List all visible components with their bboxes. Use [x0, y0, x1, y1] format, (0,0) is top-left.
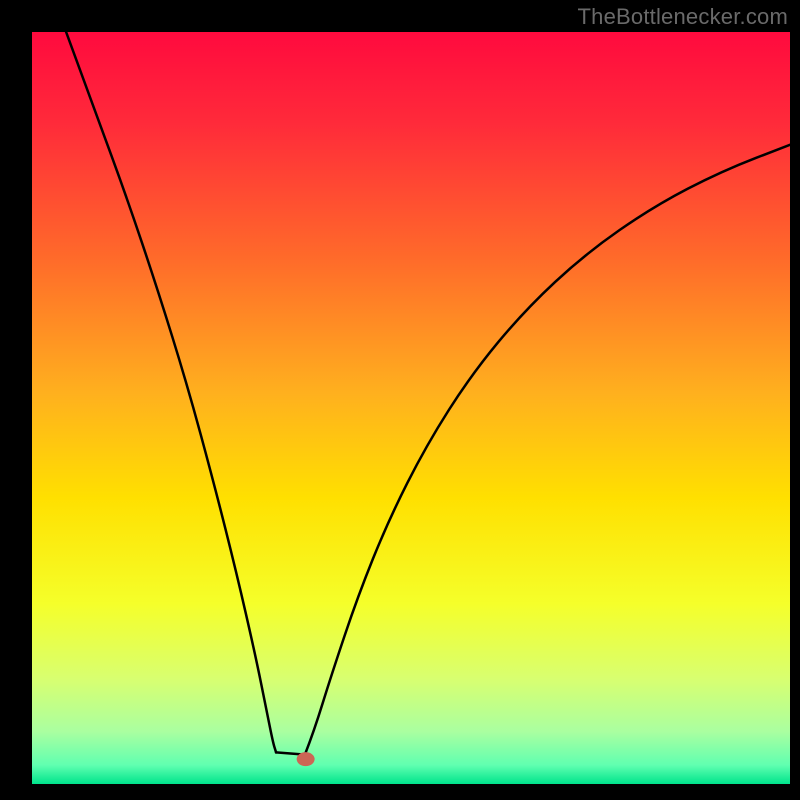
chart-frame: TheBottlenecker.com: [0, 0, 800, 800]
watermark-text: TheBottlenecker.com: [578, 4, 788, 30]
plot-area: [32, 32, 790, 784]
plot-svg: [32, 32, 790, 784]
gradient-background: [32, 32, 790, 784]
bottleneck-marker: [297, 752, 315, 766]
